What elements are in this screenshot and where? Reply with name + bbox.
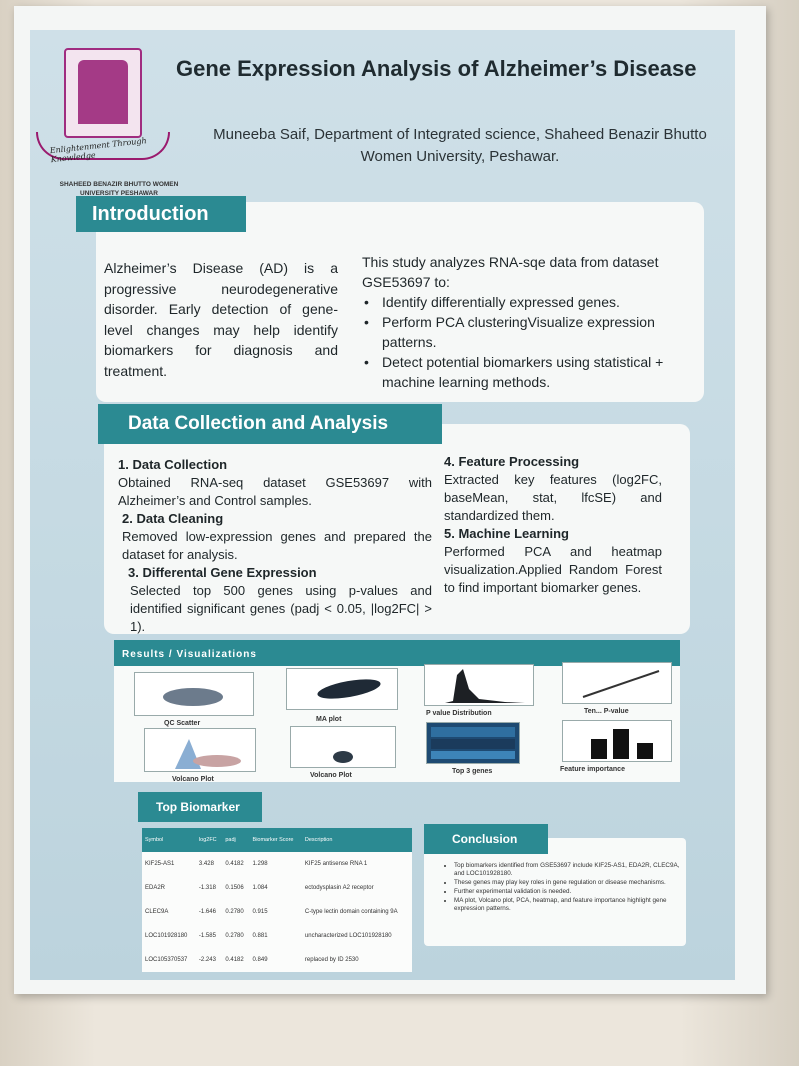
cell-symbol: KIF25-AS1 [145, 861, 175, 867]
cell-padj: 0.2780 [225, 933, 244, 939]
conclusion-bullets: Top biomarkers identified from GSE53697 … [446, 862, 684, 914]
cell-log2fc: -1.585 [198, 933, 216, 939]
table-row: CLEC9A -1.646 0.2780 0.915 C-type lectin… [142, 900, 412, 924]
cell-symbol: CLEC9A [145, 909, 169, 915]
plot-label: P value Distribution [426, 710, 492, 717]
qc-scatter-plot [134, 672, 254, 716]
intro-heading: Introduction [76, 196, 246, 232]
volcano-graphic [333, 751, 353, 763]
plot-label: MA plot [316, 716, 342, 723]
cell-symbol: EDA2R [145, 885, 166, 891]
cell-score: 1.298 [252, 861, 268, 867]
step-title: 1. Data Collection [118, 457, 228, 472]
plot-label: Volcano Plot [172, 776, 214, 783]
poster-title: Gene Expression Analysis of Alzheimer’s … [176, 56, 697, 81]
cell-symbol: LOC101928180 [145, 933, 188, 939]
data-collection-right: 4. Feature Processing Extracted key feat… [444, 453, 662, 597]
cell-padj: 0.2780 [225, 909, 244, 915]
cell-description: uncharacterized LOC101928180 [304, 933, 392, 939]
step-title: 3. Differental Gene Expression [128, 565, 317, 580]
plot-label: Ten... P-value [584, 708, 629, 715]
conclusion-heading: Conclusion [424, 824, 548, 854]
pvalue-distribution-plot [424, 664, 534, 706]
step-text: Extracted key features (log2FC, baseMean… [444, 472, 662, 523]
cell-log2fc: -1.646 [198, 909, 216, 915]
plot-label: Top 3 genes [452, 768, 493, 775]
table-row: LOC101928180 -1.585 0.2780 0.881 unchara… [142, 924, 412, 948]
column-header: log2FC [195, 828, 223, 852]
cell-score: 1.084 [252, 885, 268, 891]
cell-symbol: LOC105370537 [145, 957, 188, 963]
intro-bullet: Identify differentially expressed genes. [364, 292, 682, 312]
column-header: Biomarker Score [249, 828, 302, 852]
volcano-graphic [175, 739, 241, 769]
ma-plot [286, 668, 398, 710]
intro-left-text: Alzheimer’s Disease (AD) is a progressiv… [104, 260, 338, 379]
column-header: Symbol [142, 828, 196, 852]
column-header: padj [222, 828, 250, 852]
table-header-row: Symbol log2FC padj Biomarker Score Descr… [142, 828, 412, 852]
step-text: Removed low-expression genes and prepare… [122, 529, 432, 562]
cell-log2fc: 3.428 [198, 861, 214, 867]
cell-score: 0.849 [252, 957, 268, 963]
top-genes-heatmap [426, 722, 520, 764]
conclusion-card [424, 838, 686, 946]
plot-label: Volcano Plot [310, 772, 352, 779]
column-header: Description [301, 828, 412, 852]
cell-padj: 0.4182 [225, 861, 244, 867]
conclusion-bullet: Further experimental validation is neede… [454, 888, 684, 896]
heatmap-graphic [431, 727, 515, 759]
ten-pvalue-plot [562, 662, 672, 704]
step-title: 5. Machine Learning [444, 526, 569, 541]
conclusion-bullet: Top biomarkers identified from GSE53697 … [454, 862, 684, 878]
tower-icon [78, 60, 128, 124]
scatter-cloud-graphic [163, 688, 223, 706]
ma-cloud-graphic [317, 679, 381, 699]
intro-bullets: Identify differentially expressed genes.… [362, 292, 682, 392]
author-affiliation: Muneeba Saif, Department of Integrated s… [213, 126, 707, 165]
results-heading: Results / Visualizations [122, 649, 257, 660]
feature-importance-plot [562, 720, 672, 762]
cell-description: C-type lectin domain containing 9A [304, 909, 398, 915]
data-collection-left: 1. Data Collection Obtained RNA-seq data… [118, 456, 432, 636]
step-text: Performed PCA and heatmap visualization.… [444, 544, 662, 595]
cell-log2fc: -1.318 [198, 885, 216, 891]
step-text: Selected top 500 genes using p-values an… [130, 583, 432, 634]
table-row: LOC105370537 -2.243 0.4182 0.849 replace… [142, 948, 412, 972]
step-text: Obtained RNA-seq dataset GSE53697 with A… [118, 475, 432, 508]
biomarker-table: Symbol log2FC padj Biomarker Score Descr… [142, 828, 412, 972]
volcano-plot-2 [290, 726, 396, 768]
logo-emblem [64, 48, 142, 138]
table-row: KIF25-AS1 3.428 0.4182 1.298 KIF25 antis… [142, 852, 412, 876]
bar-graphic [591, 729, 653, 759]
cell-log2fc: -2.243 [198, 957, 216, 963]
top-biomarker-heading: Top Biomarker [138, 792, 262, 822]
histogram-graphic [445, 669, 525, 703]
conclusion-bullet: These genes may play key roles in gene r… [454, 879, 684, 887]
table-row: EDA2R -1.318 0.1506 1.084 ectodysplasin … [142, 876, 412, 900]
step-title: 4. Feature Processing [444, 454, 580, 469]
intro-bullet: Detect potential biomarkers using statis… [364, 352, 682, 392]
line-trend-graphic [582, 670, 660, 698]
intro-right: This study analyzes RNA-sqe data from da… [362, 252, 682, 392]
data-collection-heading: Data Collection and Analysis [98, 404, 442, 444]
logo-caption: SHAHEED BENAZIR BHUTTO WOMEN UNIVERSITY … [59, 181, 179, 197]
cell-padj: 0.1506 [225, 885, 244, 891]
data-collection-card [104, 424, 690, 634]
university-logo: Enlightenment Through Knowledge SHAHEED … [30, 40, 178, 200]
cell-padj: 0.4182 [225, 957, 244, 963]
results-heading-bar: Results / Visualizations [114, 640, 680, 666]
plot-label: Feature importance [560, 766, 625, 773]
cell-description: KIF25 antisense RNA 1 [304, 861, 368, 867]
cell-score: 0.915 [252, 909, 268, 915]
intro-bullet: Perform PCA clusteringVisualize expressi… [364, 312, 682, 352]
cell-score: 0.881 [252, 933, 268, 939]
cell-description: ectodysplasin A2 receptor [304, 885, 374, 891]
conclusion-bullet: MA plot, Volcano plot, PCA, heatmap, and… [454, 897, 684, 913]
intro-lead: This study analyzes RNA-sqe data from da… [362, 254, 659, 290]
cell-description: replaced by ID 2530 [304, 957, 359, 963]
volcano-plot-1 [144, 728, 256, 772]
step-title: 2. Data Cleaning [122, 511, 224, 526]
plot-label: QC Scatter [164, 720, 201, 727]
